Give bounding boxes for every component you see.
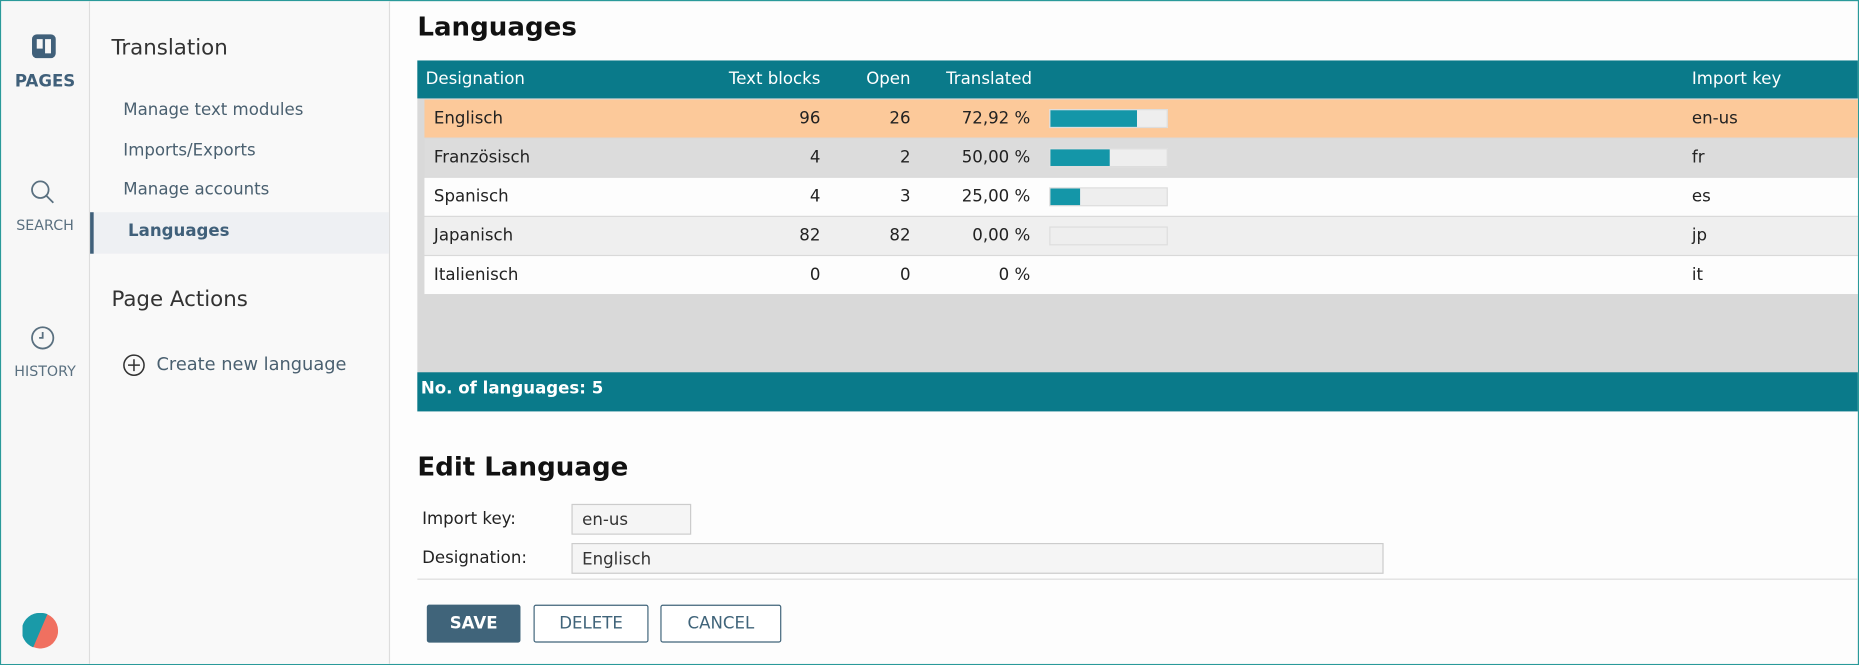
cell: 82 <box>889 226 911 246</box>
sidebar-link[interactable]: Manage accounts <box>123 180 270 200</box>
cell: 0 % <box>998 265 1031 285</box>
section-title: Edit Language <box>417 452 629 483</box>
cell: 0 <box>899 265 911 285</box>
progress-bar <box>1050 188 1081 206</box>
cell: es <box>1691 187 1711 207</box>
button[interactable]: DELETE <box>533 604 649 643</box>
text-input[interactable]: en-us <box>571 503 692 535</box>
cell: Spanisch <box>433 187 509 207</box>
sidebar-link[interactable]: Manage text modules <box>123 100 304 120</box>
button[interactable]: CANCEL <box>660 604 782 643</box>
cell: Italienisch <box>433 265 519 285</box>
cell: fr <box>1691 148 1705 168</box>
cell: 25,00 % <box>961 187 1031 207</box>
plus-icon <box>123 354 145 377</box>
cell: 3 <box>899 187 911 207</box>
cell: 2 <box>899 148 911 168</box>
divider <box>417 578 1858 580</box>
button[interactable]: SAVE <box>426 604 521 643</box>
cell: 82 <box>799 226 821 246</box>
field-label: Import key: <box>422 509 516 529</box>
search-icon <box>31 180 54 204</box>
cell: it <box>1691 265 1703 285</box>
history-icon <box>31 326 55 350</box>
sidebar-title: Page Actions <box>111 286 248 312</box>
cell: en-us <box>1691 109 1738 129</box>
cell: 0,00 % <box>972 226 1031 246</box>
table-row[interactable] <box>424 256 1858 295</box>
pages-icon <box>32 34 56 59</box>
column-header: Import key <box>1691 69 1782 89</box>
column-header: Translated <box>946 69 1033 89</box>
progress-bar <box>1050 110 1137 127</box>
table-header <box>417 60 1858 99</box>
cell: Japanisch <box>433 226 514 246</box>
sidebar: Translation Manage text modules Imports/… <box>90 1 391 664</box>
column-header: Open <box>866 69 911 89</box>
cell: jp <box>1691 226 1708 246</box>
cell: Französisch <box>433 148 531 168</box>
cell: 0 <box>809 265 821 285</box>
cell: 72,92 % <box>961 109 1031 129</box>
column-header: Text blocks <box>728 69 821 89</box>
progress-bar <box>1050 149 1110 166</box>
sidebar-title: Translation <box>111 35 228 61</box>
column-header: Designation <box>425 69 525 89</box>
cell: 4 <box>809 148 821 168</box>
cell: 26 <box>889 109 911 129</box>
table-footer <box>417 372 1858 412</box>
field-label: Designation: <box>422 548 527 568</box>
progress-track <box>1049 226 1168 246</box>
cell: 4 <box>809 187 821 207</box>
action-link[interactable]: Create new language <box>156 353 347 375</box>
cell: Englisch <box>433 109 503 129</box>
sidebar-link[interactable]: Imports/Exports <box>123 141 256 161</box>
section-title: Languages <box>417 13 577 43</box>
cell: 96 <box>799 109 821 129</box>
cell: 50,00 % <box>961 148 1031 168</box>
nav-item[interactable]: HISTORY <box>14 362 76 380</box>
sidebar-link-active[interactable]: Languages <box>128 221 230 241</box>
footer-text: No. of languages: 5 <box>420 379 604 399</box>
nav-item[interactable]: PAGES <box>14 72 76 92</box>
logo <box>22 612 59 649</box>
nav-rail: PAGES SEARCH HISTORY <box>1 1 91 664</box>
active-link-bg <box>90 212 389 254</box>
nav-item[interactable]: SEARCH <box>16 216 74 234</box>
table: Designation Text blocks Open Translated Impo… <box>417 60 1858 412</box>
text-input[interactable]: Englisch <box>571 543 1384 574</box>
